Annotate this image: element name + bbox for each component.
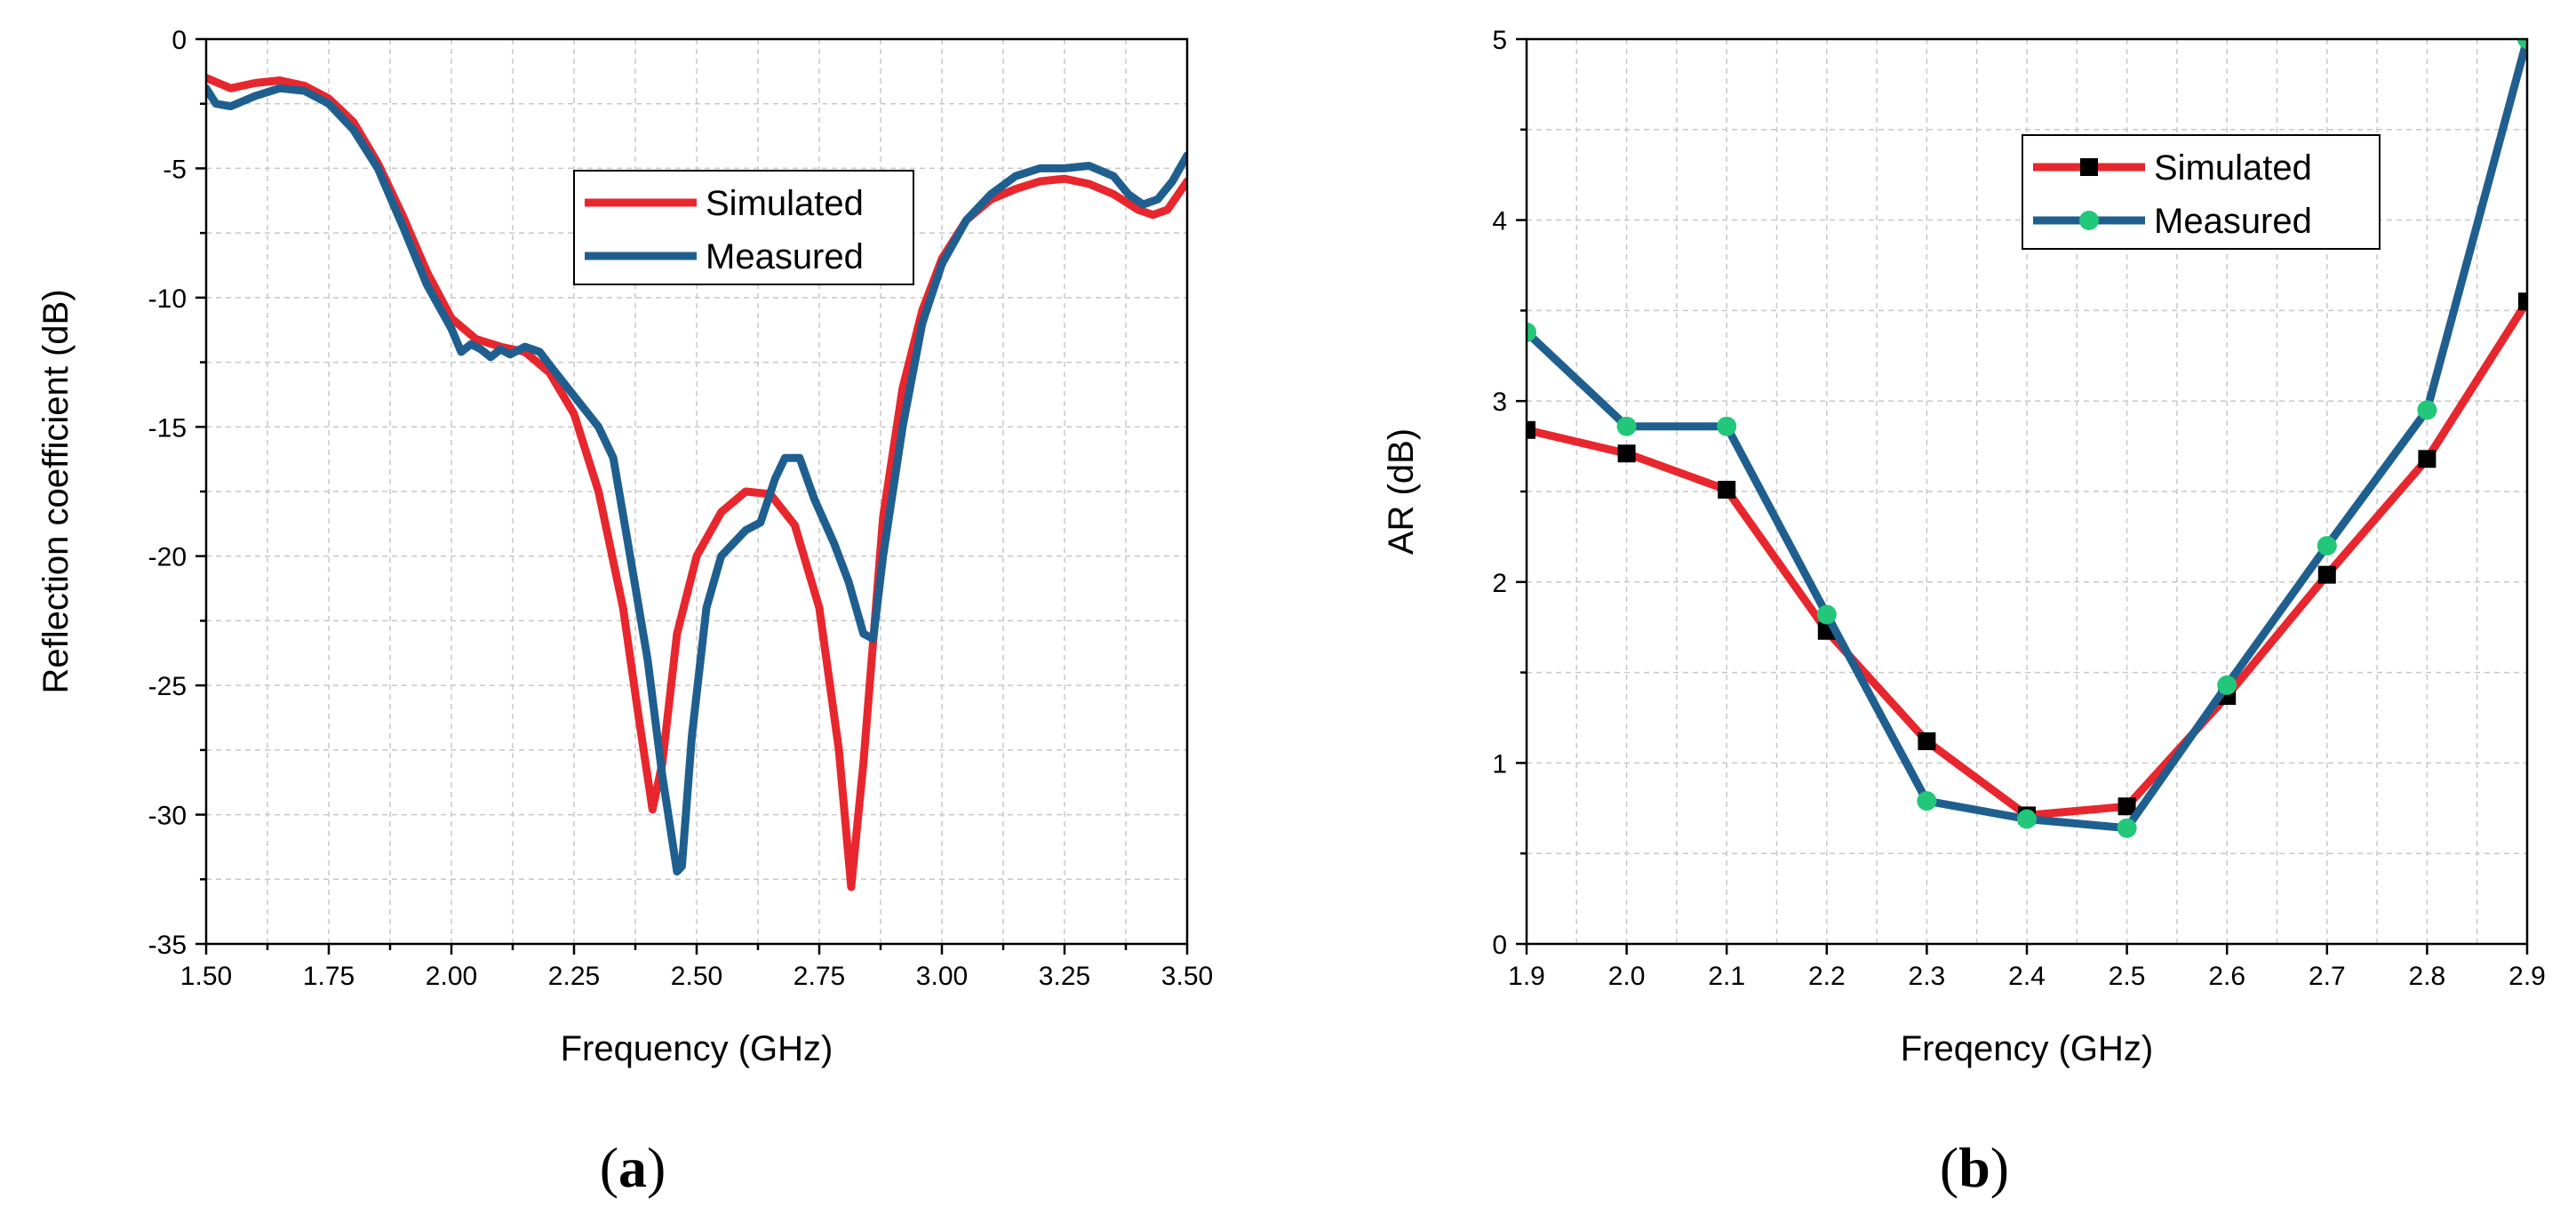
x-tick-label: 2.5: [2109, 962, 2146, 991]
axis-ticks: 1.9 2.0 2.1 2.2 2.3 2.4 2.5 2.6 2.7 2.8 2.9 0 1 2 3 4 5: [1492, 26, 2546, 991]
legend-label-simulated: Simulated: [706, 184, 864, 223]
legend-marker: [2079, 211, 2099, 230]
data-point-simulated: [1617, 444, 1636, 463]
series-group: [206, 74, 1187, 891]
x-tick-label: 3.25: [1039, 962, 1090, 991]
y-axis-label: Reflection coefficient (dB): [36, 289, 76, 693]
y-tick-label: 0: [171, 26, 187, 55]
panel-label-a: a: [618, 1136, 647, 1199]
data-point-measured: [2317, 536, 2337, 556]
x-tick-label: 2.50: [671, 962, 722, 991]
x-tick-label: 2.75: [794, 962, 845, 991]
panel-a-reflection-chart: 1.50 1.75 2.00 2.25 2.50 2.75 3.00 3.25 3.50 0 -5 -…: [36, 26, 1213, 1199]
y-tick-label: -35: [148, 931, 187, 960]
x-tick-label: 2.9: [2508, 962, 2546, 991]
x-tick-label: 2.6: [2208, 962, 2245, 991]
x-tick-label: 3.50: [1161, 962, 1213, 991]
data-point-simulated: [2117, 797, 2136, 816]
x-tick-label: 2.8: [2409, 962, 2446, 991]
y-tick-label: 2: [1492, 569, 1507, 598]
panel-caption-a: (a): [600, 1136, 666, 1199]
series-line-measured: [1527, 39, 2527, 833]
series-line-measured: [206, 84, 1187, 876]
x-tick-label: 2.2: [1808, 962, 1846, 991]
x-tick-label: 3.00: [916, 962, 968, 991]
legend-label-measured: Measured: [706, 237, 864, 276]
legend: Simulated Measured: [2022, 134, 2381, 250]
series-group: [1527, 39, 2527, 838]
y-tick-label: -15: [148, 413, 187, 443]
data-point-simulated: [1527, 420, 1535, 439]
x-tick-label: 2.3: [1909, 962, 1946, 991]
legend-marker: [2080, 158, 2098, 176]
x-tick-label: 2.4: [2008, 962, 2046, 991]
data-point-simulated: [1718, 480, 1736, 499]
data-point-simulated: [2418, 450, 2436, 468]
data-point-simulated: [1918, 731, 1936, 750]
grid: [1527, 39, 2527, 944]
x-axis-label: Frequency (GHz): [561, 1029, 833, 1068]
y-tick-label: -10: [148, 284, 187, 314]
panel-caption-b: (b): [1940, 1136, 2009, 1199]
data-point-measured: [1816, 604, 1837, 625]
legend-box: [573, 170, 914, 285]
data-point-measured: [2117, 818, 2137, 838]
x-tick-label: 1.9: [1508, 962, 1545, 991]
x-tick-label: 2.00: [426, 962, 477, 991]
data-point-simulated: [2317, 565, 2336, 584]
legend-label-measured: Measured: [2154, 202, 2312, 241]
y-tick-label: 1: [1492, 749, 1507, 779]
data-point-measured: [2017, 809, 2037, 829]
data-point-measured: [2517, 39, 2527, 49]
y-tick-label: 5: [1492, 26, 1507, 55]
data-point-measured: [2217, 675, 2237, 695]
y-tick-label: 4: [1492, 207, 1507, 236]
data-point-measured: [2417, 400, 2437, 420]
x-axis-label: Freqency (GHz): [1901, 1029, 2154, 1068]
y-tick-label: 0: [1492, 931, 1507, 960]
x-tick-label: 1.50: [180, 962, 232, 991]
legend: Simulated Measured: [573, 170, 914, 285]
y-tick-label: 3: [1492, 388, 1507, 417]
x-tick-label: 1.75: [303, 962, 355, 991]
x-tick-label: 2.7: [2309, 962, 2346, 991]
x-tick-label: 2.1: [1708, 962, 1745, 991]
legend-label-simulated: Simulated: [2154, 148, 2312, 188]
data-point-measured: [1616, 416, 1637, 436]
panel-label-b: b: [1958, 1136, 1990, 1199]
data-point-simulated: [2518, 292, 2527, 311]
axis-ticks: 1.50 1.75 2.00 2.25 2.50 2.75 3.00 3.25 3.50 0 -5 -…: [148, 26, 1214, 991]
legend-box: [2022, 134, 2381, 250]
data-point-measured: [1717, 416, 1737, 436]
x-tick-label: 2.25: [548, 962, 600, 991]
panel-b-ar-chart: 1.9 2.0 2.1 2.2 2.3 2.4 2.5 2.6 2.7 2.8 2.9012345 …: [1382, 26, 2546, 1199]
y-tick-label: -20: [148, 543, 187, 572]
y-tick-label: -25: [148, 672, 187, 701]
data-point-measured: [1917, 791, 1937, 811]
data-point-measured: [1527, 322, 1536, 342]
y-axis-label: AR (dB): [1382, 428, 1421, 555]
y-tick-label: -30: [148, 802, 187, 831]
y-tick-label: -5: [163, 155, 187, 184]
x-tick-label: 2.0: [1608, 962, 1646, 991]
